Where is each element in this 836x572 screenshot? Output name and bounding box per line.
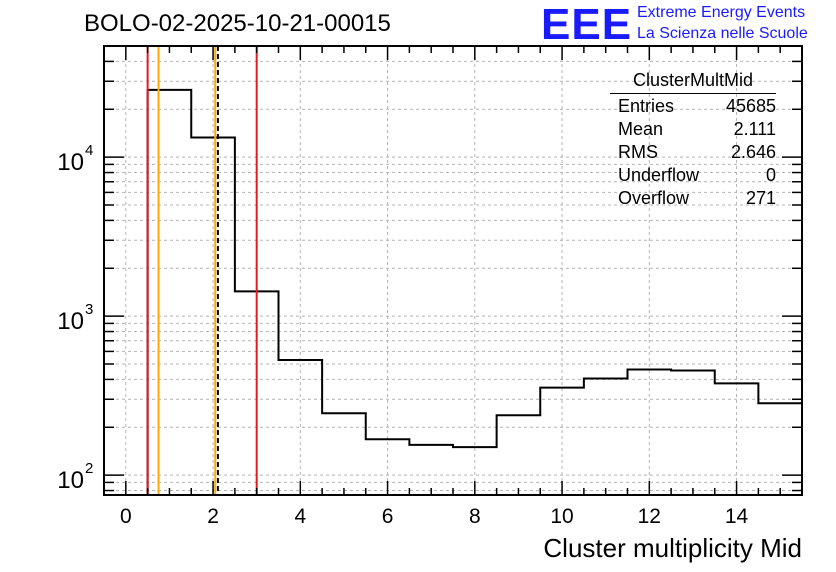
- y-tick-exponent: 4: [85, 142, 93, 159]
- stat-label: Underflow: [618, 165, 700, 185]
- x-tick-label: 14: [725, 505, 749, 528]
- stat-row-underflow: Underflow 0: [610, 165, 776, 188]
- stat-value: 271: [745, 188, 776, 208]
- stat-value: 0: [765, 165, 776, 185]
- stats-box: ClusterMultMid Entries 45685 Mean 2.111 …: [610, 70, 776, 211]
- stat-value: 45685: [725, 96, 776, 116]
- x-tick-label: 8: [469, 505, 481, 528]
- y-tick-exponent: 3: [85, 301, 93, 318]
- stat-value: 2.111: [733, 119, 776, 139]
- stat-label: Entries: [618, 96, 675, 116]
- y-tick-exponent: 2: [85, 460, 93, 477]
- stat-label: Mean: [618, 119, 664, 139]
- x-axis-label: Cluster multiplicity Mid: [543, 533, 802, 563]
- stat-label: RMS: [618, 142, 658, 162]
- eee-logo: EEE: [541, 0, 633, 49]
- x-tick-label: 2: [207, 505, 219, 528]
- x-tick-label: 0: [120, 505, 132, 528]
- histogram-outline: [146, 88, 802, 495]
- stat-row-entries: Entries 45685: [610, 96, 776, 119]
- stat-row-rms: RMS 2.646: [610, 142, 776, 165]
- y-tick-label: 10: [57, 308, 84, 335]
- x-tick-label: 4: [294, 505, 306, 528]
- stat-row-overflow: Overflow 271: [610, 188, 776, 211]
- y-tick-label: 10: [57, 467, 84, 494]
- stats-title: ClusterMultMid: [610, 70, 776, 94]
- stat-value: 2.646: [730, 142, 776, 162]
- logo-line-1: Extreme Energy Events: [637, 4, 806, 21]
- stat-row-mean: Mean 2.111: [610, 119, 776, 142]
- logo-line-2: La Scienza nelle Scuole: [637, 25, 808, 42]
- x-tick-label: 6: [382, 505, 394, 528]
- y-tick-label: 10: [57, 149, 84, 176]
- x-tick-label: 12: [638, 505, 661, 528]
- stat-label: Overflow: [618, 188, 690, 208]
- plot-title: BOLO-02-2025-10-21-00015: [84, 10, 391, 37]
- x-tick-label: 10: [550, 505, 573, 528]
